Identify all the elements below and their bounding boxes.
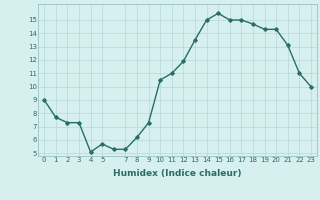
X-axis label: Humidex (Indice chaleur): Humidex (Indice chaleur): [113, 169, 242, 178]
